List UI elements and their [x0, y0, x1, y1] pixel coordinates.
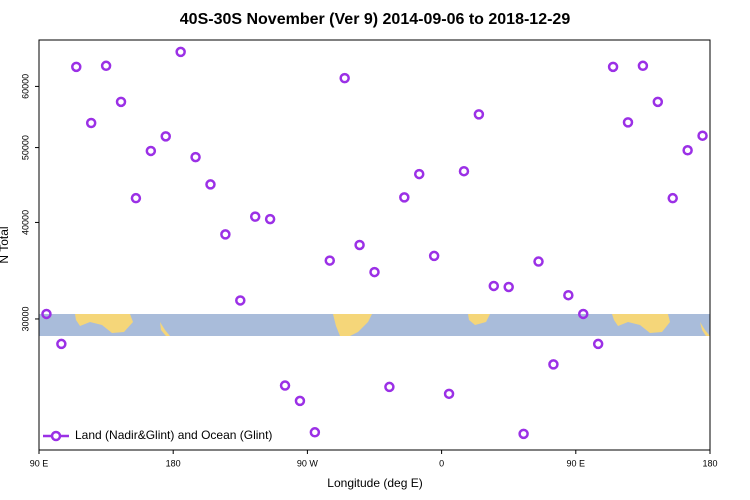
point [56, 338, 67, 350]
point [384, 381, 395, 393]
point [578, 308, 589, 320]
land [468, 314, 490, 325]
land [612, 314, 670, 333]
point [354, 239, 365, 251]
point [622, 117, 634, 128]
y-tick-label: 60000 [20, 74, 30, 99]
point [339, 72, 350, 84]
x-tick-label: 180 [166, 458, 181, 468]
point [563, 289, 574, 301]
point [428, 250, 440, 262]
point [205, 179, 216, 190]
point [309, 427, 321, 438]
ocean-band [39, 314, 710, 336]
point [682, 145, 693, 156]
point [548, 359, 559, 370]
point [637, 60, 649, 72]
point [369, 266, 380, 278]
land [700, 322, 710, 336]
y-tick-label: 40000 [20, 210, 30, 235]
y-axis-label: N Total [0, 226, 11, 263]
legend-label: Land (Nadir&Glint) and Ocean (Glint) [75, 428, 272, 442]
point [175, 46, 186, 58]
x-tick-label: 90 E [567, 458, 586, 468]
point [41, 308, 52, 320]
point [518, 428, 529, 440]
point [503, 281, 514, 293]
point [85, 117, 97, 129]
point [264, 213, 276, 225]
x-tick-label: 90 W [297, 458, 319, 468]
point [279, 380, 291, 391]
land [333, 314, 372, 336]
chart-title: 40S-30S November (Ver 9) 2014-09-06 to 2… [180, 11, 571, 28]
point [473, 109, 485, 120]
point [160, 131, 171, 142]
point [399, 192, 410, 203]
x-tick-label: 0 [439, 458, 444, 468]
point [324, 255, 336, 266]
point [249, 211, 261, 222]
point [235, 295, 246, 306]
point [190, 151, 201, 163]
point [488, 280, 500, 292]
y-tick-label: 30000 [20, 306, 30, 331]
plot-frame [38, 39, 711, 451]
x-tick-label: 180 [702, 458, 717, 468]
point [130, 192, 142, 204]
point [652, 96, 664, 108]
point [458, 165, 470, 177]
point [145, 145, 157, 157]
point [607, 61, 619, 73]
point [294, 395, 306, 407]
point [533, 256, 544, 267]
point [100, 60, 112, 72]
y-tick-label: 50000 [20, 135, 30, 160]
point [71, 61, 82, 73]
x-axis-label: Longitude (deg E) [327, 476, 422, 490]
point [115, 96, 127, 108]
point [413, 168, 425, 180]
point [667, 192, 678, 204]
point [220, 229, 231, 240]
land [160, 322, 170, 336]
legend-marker [50, 430, 62, 442]
x-tick-label: 90 E [30, 458, 49, 468]
point [592, 338, 604, 350]
point [697, 130, 708, 141]
map-strip [39, 314, 710, 336]
land [75, 314, 133, 333]
point [443, 388, 455, 400]
